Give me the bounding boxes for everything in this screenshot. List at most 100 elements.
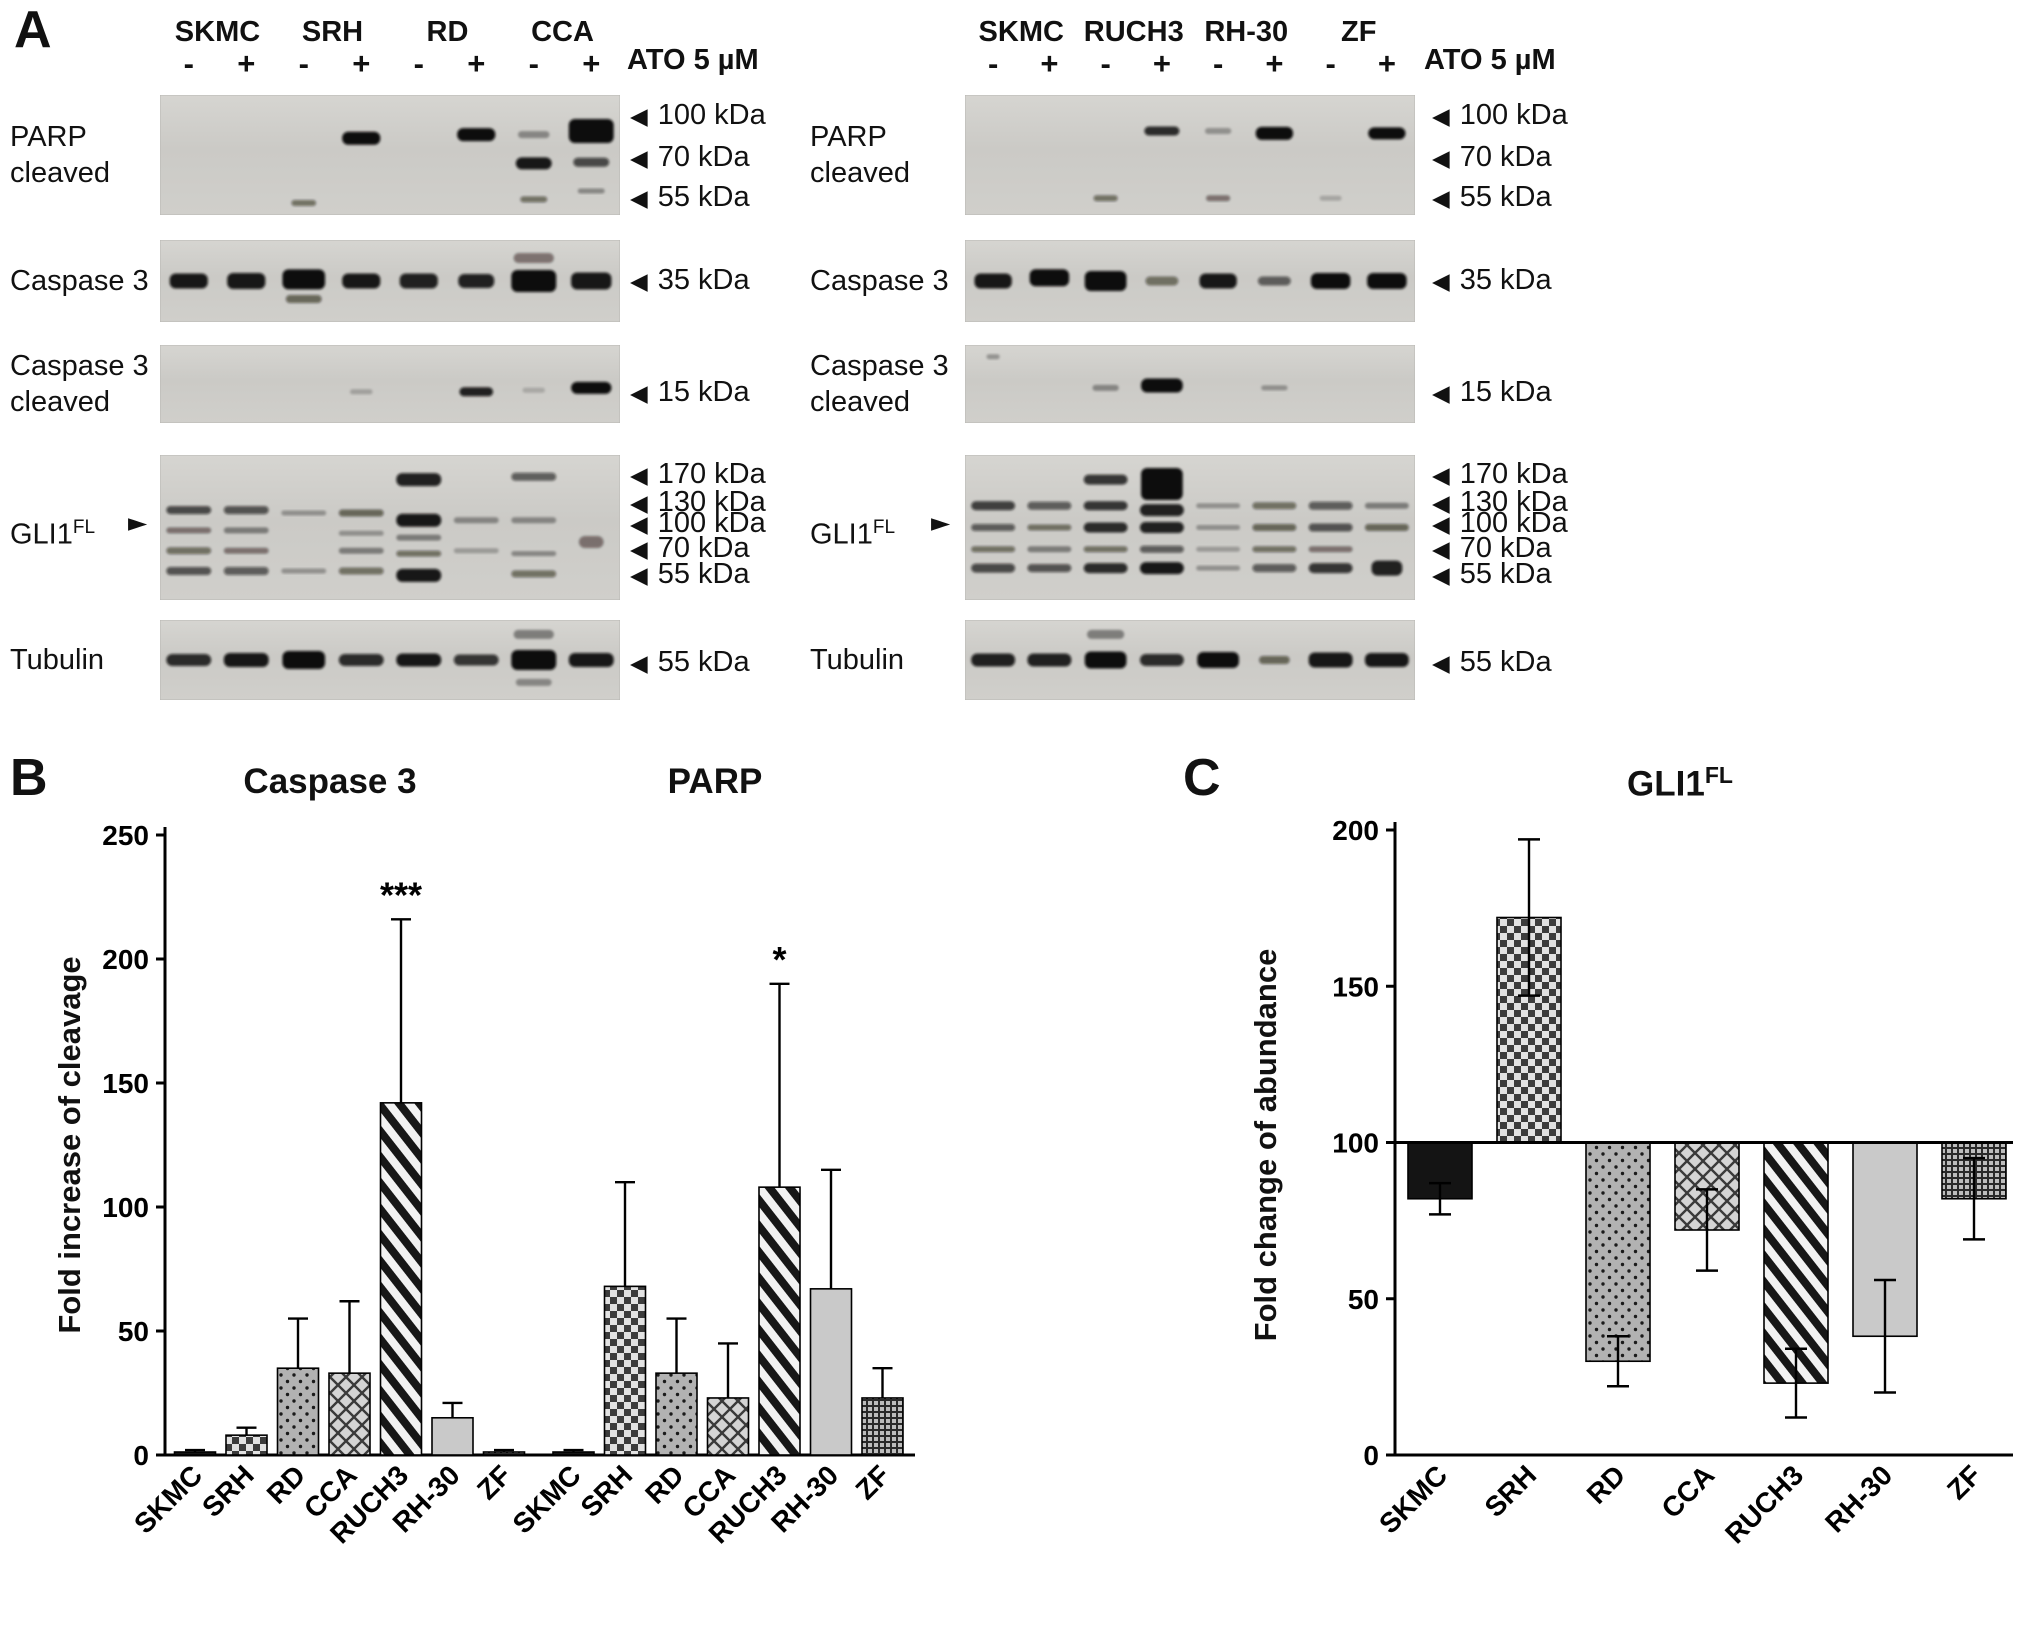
significance-annotation: * [772, 939, 786, 980]
blot-row-label: Caspase 3 cleaved [10, 350, 149, 418]
blot-band [342, 131, 381, 145]
blot-band [166, 547, 212, 555]
blot-band [1368, 127, 1406, 140]
bar-Caspase 3-RUCH3 [379, 1102, 423, 1456]
marker-label: ◀ 100 kDa [630, 507, 766, 540]
marker-label: ◀ 15 kDa [630, 375, 750, 408]
x-category-label: SRH [1479, 1459, 1543, 1523]
blot-band [1308, 563, 1353, 574]
marker-arrow-icon: ◀ [1432, 491, 1450, 518]
blot-row-label: Tubulin [810, 644, 905, 676]
cell-line-label: SRH [301, 16, 364, 48]
blot-band [1204, 128, 1232, 134]
blot-band [453, 548, 499, 554]
marker-arrow-icon: ◀ [1432, 512, 1450, 539]
ato-label: ATO 5 µM [627, 44, 759, 76]
blot-band [974, 273, 1012, 289]
blot-row-label: PARP cleaved [10, 121, 110, 189]
bar-PARP-RD [655, 1372, 698, 1456]
lane-sign: - [1100, 46, 1111, 81]
x-category-label: CCA [1655, 1459, 1720, 1524]
blot-band [1310, 273, 1351, 289]
marker-arrow-icon: ◀ [1432, 104, 1450, 131]
blot-band [1086, 629, 1125, 639]
blot-band [396, 513, 442, 527]
blot-band [1092, 384, 1119, 391]
blot-band [577, 188, 605, 194]
blot-band [396, 653, 442, 667]
blot-band [281, 510, 327, 516]
blot-gli1 [965, 455, 1415, 600]
blot-band [1083, 501, 1128, 511]
lane-sign: - [413, 46, 424, 81]
blot-band [511, 517, 557, 524]
y-tick-label: 100 [102, 1192, 149, 1223]
blot-band [511, 551, 557, 557]
blot-row-label: Caspase 3 [810, 265, 949, 297]
marker-label: ◀ 70 kDa [630, 141, 750, 174]
lane-sign: + [582, 46, 601, 81]
blot-caspase3 [160, 240, 620, 322]
blot-band [573, 157, 610, 167]
chart-c-title: GLI1FL [1627, 762, 1733, 805]
blot-band [169, 273, 208, 289]
marker-arrow-icon: ◀ [630, 512, 648, 539]
cell-line-label: ZF [1341, 16, 1377, 48]
y-tick-label: 250 [102, 820, 149, 851]
blot-band [1308, 523, 1353, 532]
blot-parp-cleaved [965, 95, 1415, 215]
marker-arrow-icon: ◀ [1432, 462, 1450, 489]
blot-band [1261, 385, 1288, 391]
x-category-label: ZF [471, 1459, 517, 1505]
blot-band [1139, 562, 1184, 575]
lane-sign: - [987, 46, 999, 81]
blot-band [396, 550, 442, 557]
lane-sign: + [1265, 46, 1284, 81]
bar-GLI1-RD [1585, 1141, 1651, 1363]
blot-band [223, 506, 269, 515]
y-tick-label: 50 [118, 1316, 149, 1347]
lane-sign: + [467, 46, 486, 81]
marker-arrow-icon: ◀ [630, 380, 648, 407]
bar-Caspase 3-ZF [482, 1451, 526, 1456]
marker-label: ◀ 15 kDa [1432, 375, 1552, 408]
blot-row-label: PARP cleaved [810, 121, 910, 189]
blot-band [986, 354, 1000, 360]
blot-band [520, 196, 548, 203]
blot-band [1027, 653, 1072, 667]
marker-label: ◀ 55 kDa [1432, 646, 1552, 678]
blot-band [338, 530, 384, 536]
blot-band [1252, 502, 1297, 510]
blot-band [518, 131, 550, 139]
blot-caspase3-cleaved [160, 345, 620, 423]
blot-band [1367, 273, 1407, 289]
x-category-label: SRH [196, 1459, 260, 1523]
x-category-label: RD [1581, 1459, 1632, 1510]
blot-band [1083, 546, 1128, 553]
blot-row-label: Tubulin [10, 644, 105, 676]
marker-arrow-icon: ◀ [1432, 651, 1450, 677]
bar-Caspase 3-SRH [225, 1434, 268, 1456]
bar-GLI1-RUCH3 [1763, 1141, 1829, 1384]
y-tick-label: 200 [102, 944, 149, 975]
blot-band [396, 534, 442, 541]
blot-band [571, 381, 612, 394]
blot-band [1252, 546, 1297, 553]
blot-band [971, 524, 1016, 531]
blot-band [1027, 524, 1072, 531]
blot-band [1206, 195, 1231, 202]
y-tick-label: 0 [1363, 1440, 1379, 1471]
x-category-label: ZF [1941, 1459, 1987, 1505]
blot-band [338, 509, 384, 517]
blot-band [166, 567, 212, 575]
blot-band [1139, 522, 1184, 533]
marker-label: ◀ 100 kDa [1432, 99, 1568, 132]
blot-band [511, 570, 557, 578]
blot-band [1364, 502, 1409, 509]
marker-arrow-icon: ◀ [1432, 380, 1450, 407]
y-tick-label: 50 [1348, 1284, 1379, 1315]
blot-band [166, 654, 212, 666]
panel-a-label: A [14, 1, 52, 59]
bar-PARP-RH-30 [809, 1288, 853, 1456]
